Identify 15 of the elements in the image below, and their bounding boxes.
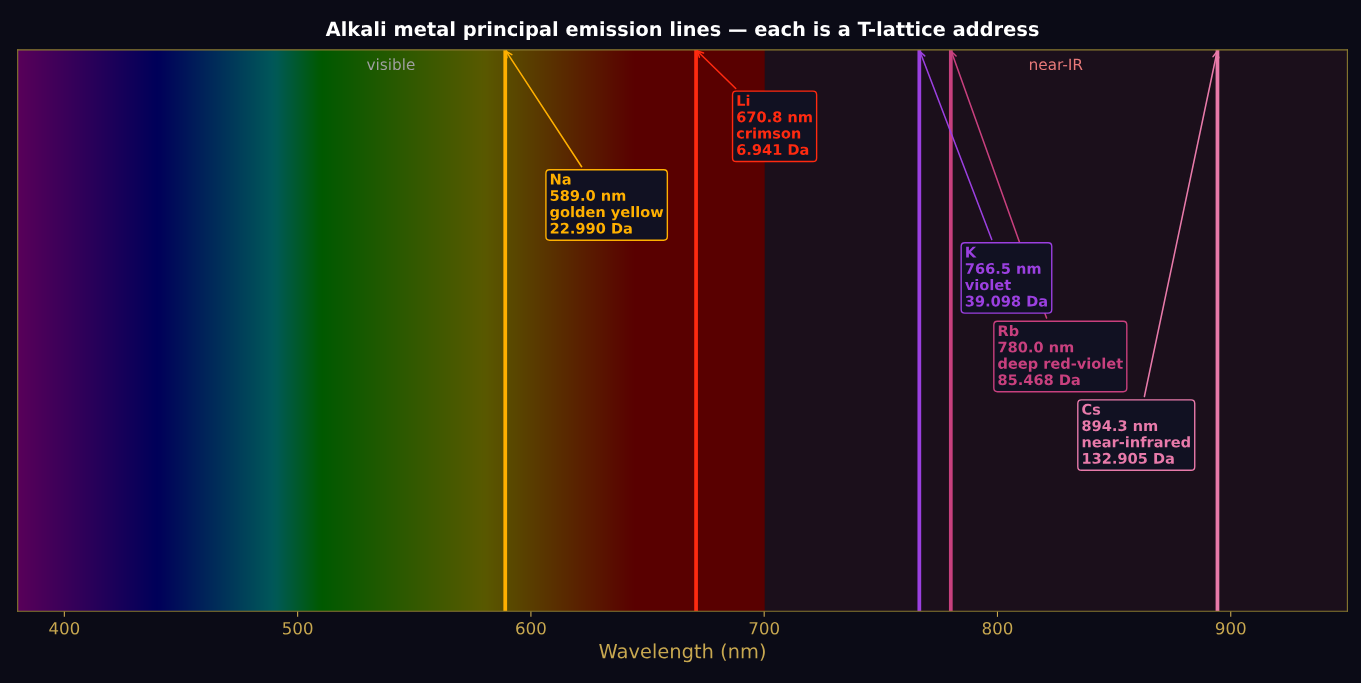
annotation: Li 670.8 nm crimson 6.941 Da (736, 94, 812, 156)
annotation: Cs 894.3 nm near-infrared 132.905 Da (1082, 403, 1190, 464)
x-axis-title: Wavelength (nm) (599, 643, 765, 663)
x-tick-label: 400 (49, 622, 80, 635)
x-tick-label: 900 (1215, 622, 1246, 635)
band-label: visible (366, 58, 415, 71)
x-tick-label: 700 (749, 622, 779, 635)
x-tick-label: 500 (283, 622, 313, 635)
x-tick-label: 800 (982, 622, 1013, 635)
chart-title: Alkali metal principal emission lines — each is a T-lattice address (325, 21, 1039, 41)
x-tick-label: 600 (516, 622, 546, 635)
band-label: near-IR (1029, 58, 1083, 71)
annotation: K 766.5 nm violet 39.098 Da (965, 246, 1047, 307)
annotation: Na 589.0 nm golden yellow 22.990 Da (550, 173, 664, 234)
annotation: Rb 780.0 nm deep red-violet 85.468 Da (998, 324, 1123, 386)
